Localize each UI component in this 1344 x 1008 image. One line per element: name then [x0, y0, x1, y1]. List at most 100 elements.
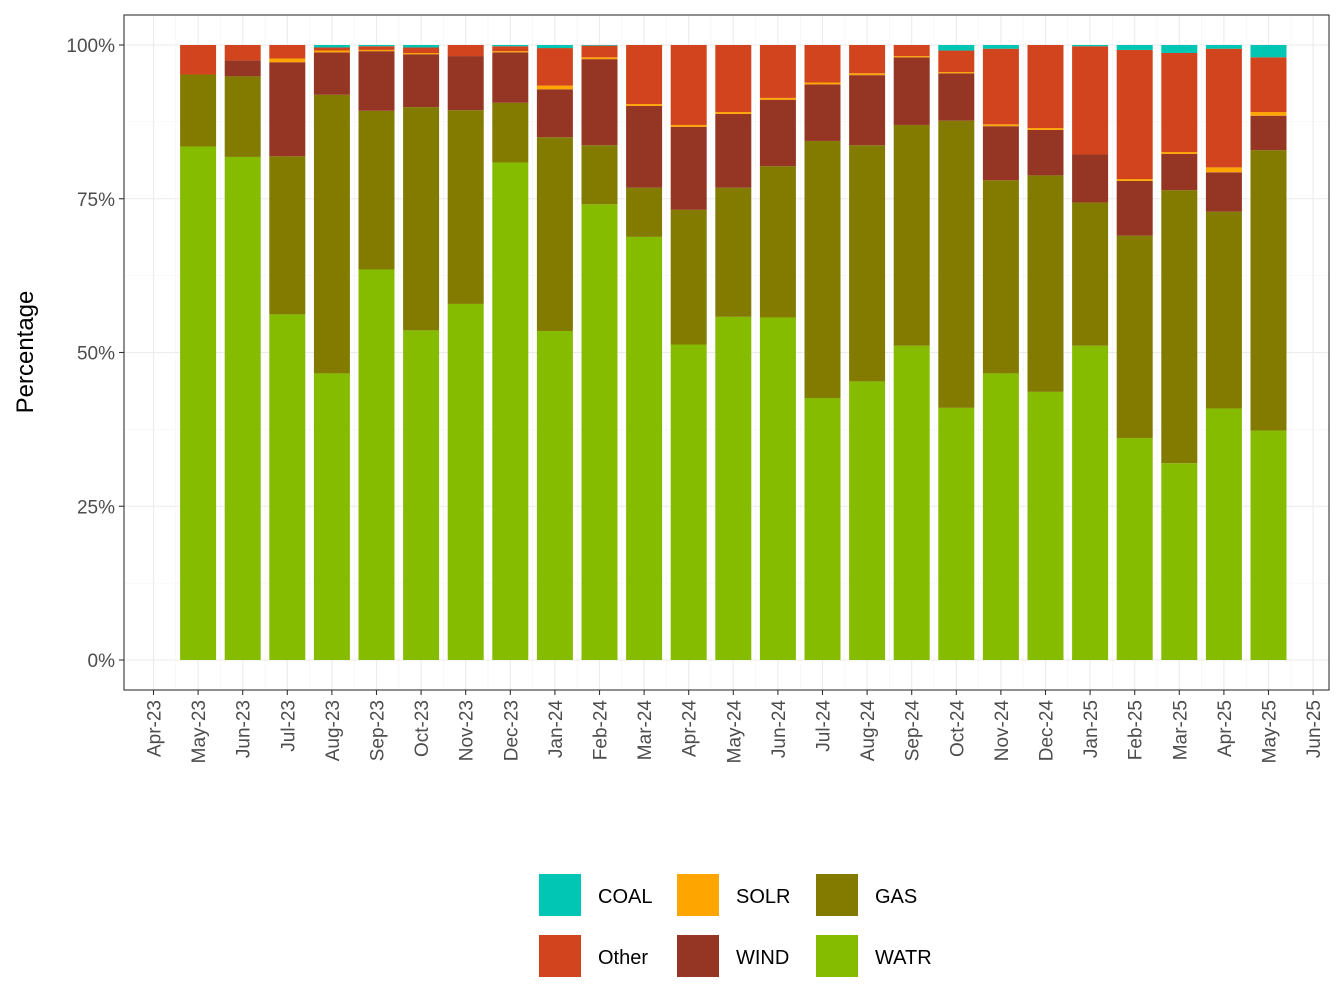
- bar-segment-other: [447, 45, 484, 57]
- bar-segment-coal: [358, 45, 395, 47]
- bar-segment-watr: [715, 316, 752, 660]
- bar-segment-solr: [536, 85, 573, 90]
- legend-item-watr: WATR: [816, 935, 932, 977]
- bar-segment-other: [670, 45, 707, 125]
- bar-segment-solr: [938, 72, 975, 74]
- x-tick-label: Apr-24: [680, 700, 701, 757]
- x-tick-label: Dec-23: [501, 700, 522, 761]
- bar-segment-wind: [759, 99, 796, 167]
- bar-segment-watr: [180, 146, 217, 661]
- bar-segment-other: [224, 45, 261, 61]
- bar-segment-other: [1205, 48, 1242, 168]
- bar-stack-aug-23: [313, 45, 350, 660]
- bar-stack-jan-24: [536, 45, 573, 660]
- legend-key-gas: [816, 874, 858, 916]
- bar-segment-coal: [536, 45, 573, 49]
- bar-segment-solr: [1027, 128, 1064, 130]
- bar-segment-other: [1161, 52, 1198, 153]
- bar-stack-jul-23: [269, 45, 306, 660]
- y-tick-label: 50%: [77, 344, 115, 365]
- bar-segment-solr: [759, 97, 796, 100]
- y-axis-title: Percentage: [12, 291, 39, 414]
- bar-segment-gas: [759, 166, 796, 318]
- bar-segment-gas: [358, 110, 395, 270]
- bar-segment-solr: [626, 104, 663, 106]
- bar-segment-watr: [1205, 408, 1242, 660]
- bar-segment-watr: [1250, 430, 1287, 660]
- x-tick-label: Apr-23: [145, 700, 166, 757]
- bar-stack-jun-23: [224, 45, 261, 660]
- bar-segment-other: [313, 47, 350, 51]
- bar-segment-watr: [670, 344, 707, 660]
- bar-segment-other: [536, 48, 573, 86]
- bar-segment-solr: [269, 58, 306, 63]
- bar-segment-watr: [1116, 437, 1153, 660]
- bar-segment-gas: [224, 76, 261, 157]
- legend-item-other: Other: [539, 935, 648, 977]
- bar-segment-solr: [670, 124, 707, 127]
- bar-segment-solr: [804, 82, 841, 85]
- bar-segment-other: [1072, 46, 1109, 155]
- x-tick-label: Jun-24: [769, 700, 790, 759]
- x-tick-label: Sep-24: [903, 700, 924, 762]
- x-tick-label: Apr-25: [1215, 700, 1236, 757]
- bar-stack-aug-24: [849, 45, 886, 660]
- bar-stack-mar-24: [626, 45, 663, 660]
- bar-segment-coal: [1250, 45, 1287, 58]
- bar-segment-solr: [715, 112, 752, 114]
- legend-key-watr: [816, 935, 858, 977]
- bar-segment-wind: [224, 60, 261, 77]
- bar-segment-solr: [313, 50, 350, 53]
- legend-item-wind: WIND: [677, 935, 789, 977]
- bar-segment-other: [938, 50, 975, 73]
- bar-stack-dec-24: [1027, 45, 1064, 660]
- bar-segment-gas: [938, 120, 975, 408]
- bar-segment-wind: [1205, 172, 1242, 212]
- bar-segment-other: [180, 45, 217, 75]
- x-tick-label: Mar-24: [635, 700, 656, 761]
- y-tick-label: 25%: [77, 497, 115, 518]
- x-tick-label: Nov-23: [457, 700, 478, 761]
- bar-segment-watr: [804, 398, 841, 660]
- bar-segment-gas: [626, 187, 663, 237]
- bar-segment-gas: [1072, 202, 1109, 346]
- bar-stack-jun-24: [759, 45, 796, 660]
- bar-segment-wind: [1027, 129, 1064, 176]
- x-tick-label: May-25: [1260, 700, 1281, 763]
- bar-segment-solr: [1116, 179, 1153, 181]
- y-tick-label: 0%: [88, 651, 116, 672]
- bar-segment-wind: [1161, 153, 1198, 191]
- bar-segment-other: [581, 45, 618, 58]
- bar-segment-watr: [492, 162, 529, 660]
- bar-segment-watr: [1072, 345, 1109, 660]
- bar-segment-solr: [1250, 112, 1287, 116]
- x-tick-label: Jul-23: [278, 700, 299, 752]
- x-tick-label: Jul-24: [814, 700, 835, 752]
- bar-segment-gas: [536, 137, 573, 331]
- bar-segment-gas: [403, 107, 440, 331]
- bar-segment-wind: [626, 105, 663, 188]
- bar-stack-feb-25: [1116, 45, 1153, 660]
- bar-stack-oct-23: [403, 45, 440, 660]
- x-tick-label: Oct-24: [947, 700, 968, 757]
- bar-segment-coal: [1116, 45, 1153, 50]
- legend-item-coal: COAL: [539, 874, 652, 916]
- bar-segment-watr: [893, 345, 930, 660]
- bar-segment-watr: [1161, 463, 1198, 660]
- legend: COAL SOLR GAS Other WIND WATR: [539, 874, 932, 977]
- bar-segment-wind: [447, 56, 484, 111]
- bar-segment-gas: [1027, 175, 1064, 392]
- x-tick-label: Feb-25: [1126, 700, 1147, 760]
- bar-segment-watr: [224, 156, 261, 660]
- bar-segment-wind: [893, 57, 930, 125]
- bar-segment-coal: [1072, 45, 1109, 47]
- bar-stack-nov-23: [447, 45, 484, 660]
- x-tick-label: Jun-23: [234, 700, 255, 758]
- legend-key-other: [539, 935, 581, 977]
- legend-key-wind: [677, 935, 719, 977]
- bar-segment-watr: [313, 373, 350, 660]
- bar-stack-jan-25: [1072, 45, 1109, 660]
- bar-segment-other: [1250, 57, 1287, 113]
- bar-segment-other: [982, 48, 1019, 125]
